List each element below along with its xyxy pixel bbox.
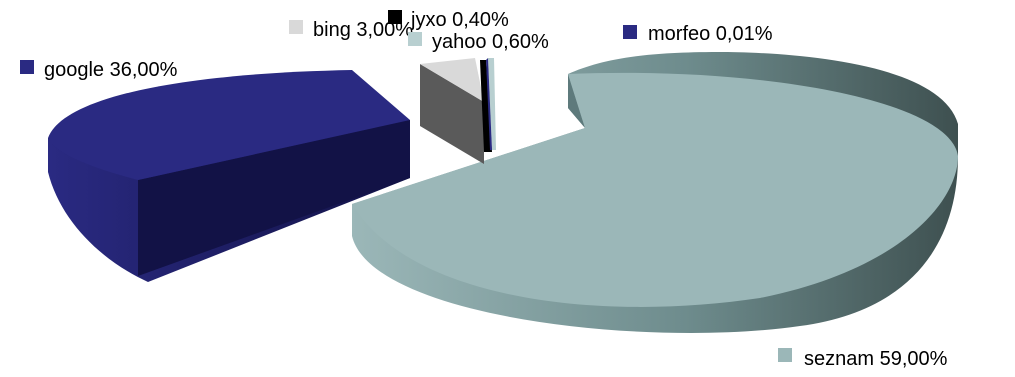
legend-marker-bing: [289, 20, 303, 34]
slice-seznam: [352, 52, 958, 333]
slice-bing-top: [420, 58, 484, 102]
pie-slices: [48, 52, 958, 333]
slice-seznam-top: [352, 72, 958, 307]
slice-morfeo: [486, 58, 492, 150]
label-text-jyxo: jyxo 0,40%: [410, 9, 509, 31]
slice-google-top: [48, 70, 410, 180]
label-yahoo: yahoo 0,60%: [408, 31, 549, 53]
label-text-seznam: seznam 59,00%: [804, 348, 948, 370]
label-text-google: google 36,00%: [44, 59, 178, 81]
slice-google-inner: [138, 120, 410, 276]
legend-marker-google: [20, 60, 34, 74]
legend-marker-yahoo: [408, 32, 422, 46]
legend-marker-jyxo: [388, 10, 402, 24]
slice-yahoo: [488, 58, 496, 150]
label-bing: bing 3,00%: [289, 19, 413, 41]
label-morfeo: morfeo 0,01%: [623, 23, 773, 45]
label-text-bing: bing 3,00%: [313, 19, 413, 41]
slice-bing-side: [420, 64, 484, 164]
slice-bing: [420, 58, 484, 164]
legend-marker-seznam: [778, 348, 792, 362]
label-google: google 36,00%: [20, 59, 178, 81]
label-text-yahoo: yahoo 0,60%: [432, 31, 549, 53]
slice-jyxo: [480, 60, 492, 152]
label-text-morfeo: morfeo 0,01%: [648, 23, 773, 45]
pie-labels: google 36,00% bing 3,00%jyxo 0,40%yahoo 0…: [20, 9, 948, 370]
legend-marker-morfeo: [623, 25, 637, 39]
slice-google: [48, 70, 410, 282]
label-jyxo: jyxo 0,40%: [388, 9, 509, 31]
label-seznam: seznam 59,00%: [778, 348, 948, 370]
